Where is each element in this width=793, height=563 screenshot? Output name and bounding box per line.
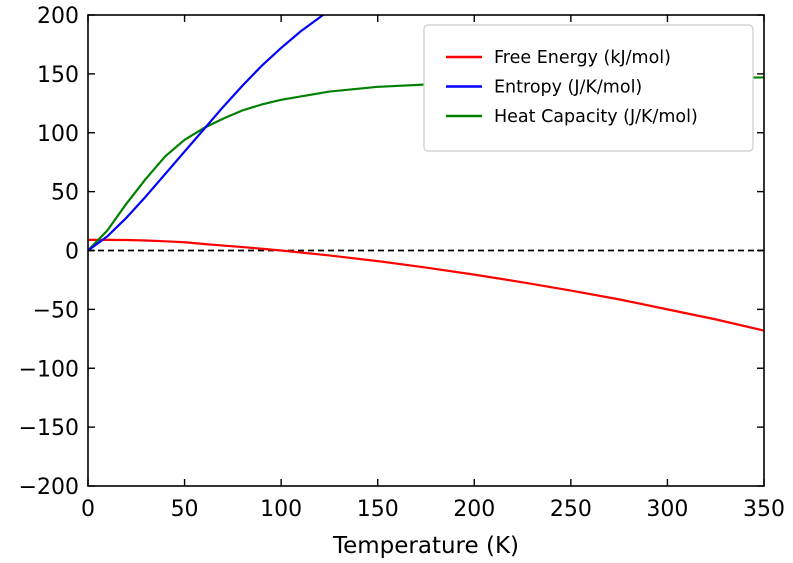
legend-box	[423, 24, 754, 152]
legend-label: Heat Capacity (J/K/mol)	[494, 107, 698, 127]
y-tick-label: 200	[37, 4, 79, 29]
y-tick-label: 150	[37, 63, 79, 88]
x-tick-label: 200	[453, 497, 495, 522]
x-tick-label: 300	[646, 497, 688, 522]
x-axis-label: Temperature (K)	[332, 533, 519, 559]
x-tick-label: 150	[357, 497, 399, 522]
y-tick-label: −50	[33, 298, 79, 323]
series-line-free-energy	[88, 238, 764, 332]
axis-ticks: 0 50 100 150 200 250 300 350 −200 −150 −100 −50 0 50 1…	[19, 4, 785, 522]
x-tick-label: 50	[171, 497, 199, 522]
y-tick-label: −100	[19, 357, 79, 382]
legend: Free Energy (kJ/mol) Entropy (J/K/mol) Hea…	[423, 24, 754, 152]
y-tick-label: 0	[65, 240, 79, 265]
y-tick-label: −150	[19, 416, 79, 441]
y-tick-label: 100	[37, 122, 79, 147]
y-tick-label: 50	[51, 181, 79, 206]
legend-label: Free Energy (kJ/mol)	[494, 48, 671, 68]
x-tick-label: 250	[550, 497, 592, 522]
series-line-entropy	[88, 15, 325, 252]
legend-label: Entropy (J/K/mol)	[494, 78, 642, 98]
x-tick-label: 350	[743, 497, 785, 522]
x-tick-label: 100	[260, 497, 302, 522]
y-tick-label: −200	[19, 475, 79, 500]
x-tick-label: 0	[81, 497, 95, 522]
